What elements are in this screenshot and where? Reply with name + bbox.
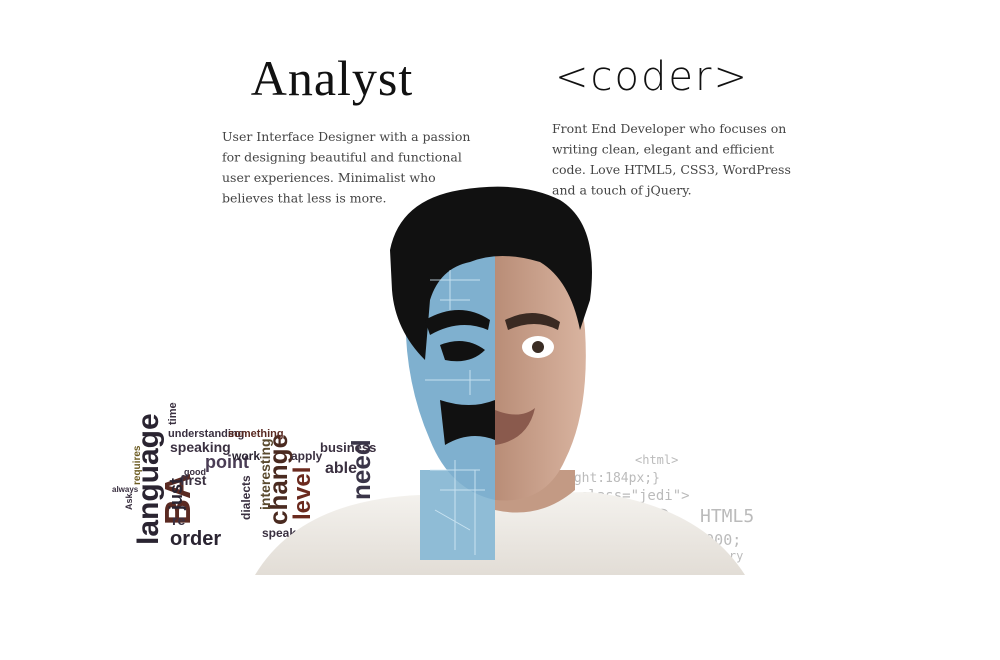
description-line: User Interface Designer with a passion bbox=[222, 129, 470, 144]
cloud-word: language bbox=[132, 413, 165, 545]
text-layer: Analyst <coder> User Interface Designer … bbox=[222, 50, 791, 206]
cloud-word: speak bbox=[262, 526, 296, 540]
cloud-word: need bbox=[346, 439, 376, 500]
cloud-word: good bbox=[184, 467, 206, 477]
description-line: for designing beautiful and functional bbox=[222, 150, 462, 165]
cloud-word: first bbox=[180, 472, 207, 488]
cloud-word: Ask bbox=[124, 492, 134, 510]
cloud-word: understanding bbox=[168, 428, 244, 440]
cloud-word: BA bbox=[157, 473, 198, 525]
cloud-word: apply bbox=[291, 449, 323, 463]
description-line: user experiences. Minimalist who bbox=[222, 170, 436, 185]
cloud-word: change bbox=[263, 434, 293, 525]
cloud-word: business bbox=[320, 440, 376, 455]
code-snippet: <html> bbox=[635, 453, 678, 467]
description-line: Front End Developer who focuses on bbox=[552, 121, 786, 136]
cloud-word: point bbox=[205, 452, 249, 472]
cloud-word: order bbox=[170, 528, 221, 550]
coder-title: <coder> bbox=[555, 54, 749, 100]
portrait bbox=[255, 186, 745, 575]
cloud-word: re bbox=[172, 512, 185, 528]
cloud-word: work bbox=[231, 449, 260, 463]
cloud-word: just bbox=[166, 478, 186, 511]
analyst-title: Analyst bbox=[251, 50, 414, 106]
code-snippet: HTML5 bbox=[700, 506, 754, 527]
cloud-word: able bbox=[325, 460, 357, 477]
cloud-word: always bbox=[112, 485, 139, 494]
cloud-word: interesting bbox=[257, 438, 273, 510]
cloud-word: requires bbox=[132, 445, 143, 485]
cloud-word: dialects bbox=[239, 475, 253, 520]
code-snippet: ight:184px;} bbox=[566, 471, 660, 486]
cloud-word: something bbox=[228, 428, 284, 440]
cloud-word: level bbox=[289, 467, 316, 520]
description-line: believes that less is more. bbox=[222, 191, 386, 206]
cloud-word: speaking bbox=[170, 439, 231, 455]
description-line: and a touch of jQuery. bbox=[552, 183, 692, 198]
description-line: writing clean, elegant and efficient bbox=[552, 142, 774, 157]
description-line: code. Love HTML5, CSS3, WordPress bbox=[552, 162, 791, 177]
cloud-word: time bbox=[167, 402, 179, 425]
